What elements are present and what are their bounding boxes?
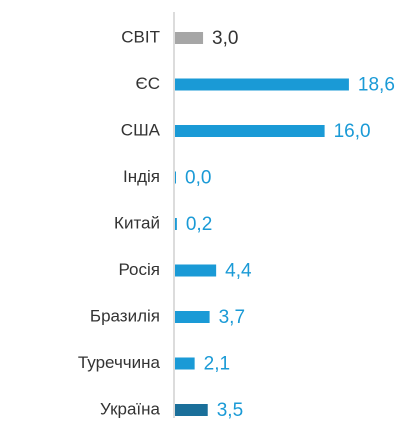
bar [175,171,176,184]
value-label: 3,0 [212,28,238,49]
value-label: 4,4 [225,261,252,282]
value-label: 3,5 [217,400,243,421]
category-label: США [121,120,161,139]
category-label: Індія [123,167,160,186]
category-label: Бразилія [90,306,160,325]
bar [175,264,217,277]
bar [175,218,177,230]
bar [175,404,208,416]
category-label: Туреччина [78,353,161,372]
value-label: 2,1 [204,354,230,375]
bar [175,357,195,370]
value-label: 0,2 [186,214,212,235]
value-label: 18,6 [358,75,395,96]
category-label: ЄС [136,74,161,93]
bar [175,32,204,44]
bar [175,311,210,323]
value-label: 0,0 [185,168,211,189]
value-label: 3,7 [219,307,245,328]
bar [175,78,349,91]
category-label: СВІТ [121,27,160,46]
category-label: Китай [114,213,160,232]
value-label: 16,0 [334,121,371,142]
category-label: Україна [100,399,160,418]
bar [175,125,325,137]
category-label: Росія [118,260,160,279]
